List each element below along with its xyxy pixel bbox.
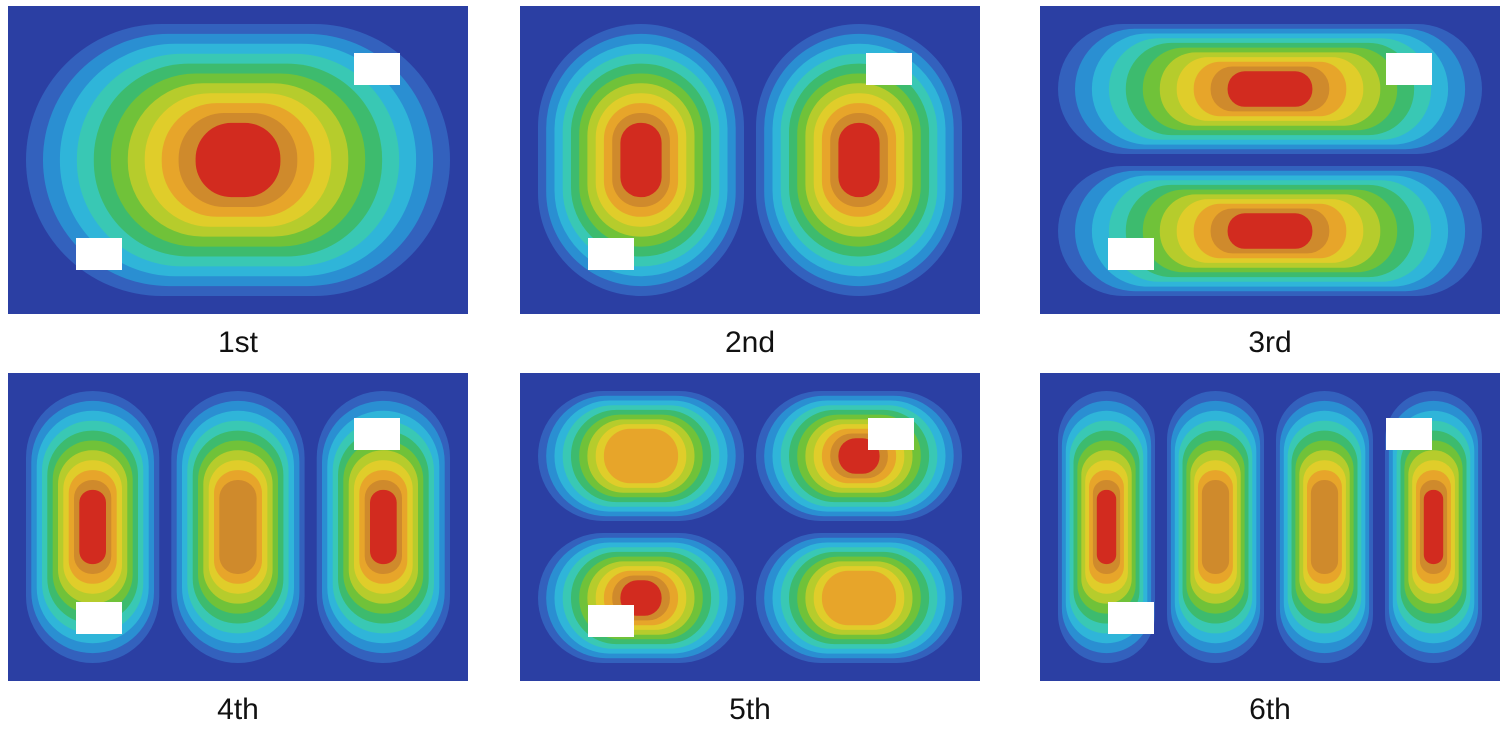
sensor-marker-top (354, 418, 400, 450)
antinode-lobe (26, 391, 160, 663)
mode-panel-1 (8, 6, 468, 314)
antinode-lobe (538, 24, 744, 296)
contour-level (1423, 489, 1444, 565)
antinode-lobe (538, 533, 744, 663)
antinode-lobe (1385, 391, 1482, 663)
mode-shape-plot-1 (8, 6, 468, 314)
antinode-lobe (1167, 391, 1264, 663)
contour-level (821, 570, 897, 626)
mode-shape-plot-2 (520, 6, 980, 314)
mode-panel-2 (520, 6, 980, 314)
antinode-lobe (1276, 391, 1373, 663)
mode-shape-plot-3 (1040, 6, 1500, 314)
mode-label: 1st (217, 326, 259, 359)
mode-panel-3 (1040, 6, 1500, 314)
antinode-lobe (538, 391, 744, 521)
mode-panel-6 (1040, 373, 1500, 681)
sensor-marker-bottom (76, 238, 122, 270)
sensor-marker-bottom (588, 238, 634, 270)
antinode-lobe (756, 391, 962, 521)
sensor-marker-bottom (1108, 602, 1154, 634)
sensor-marker-top (1386, 418, 1432, 450)
antinode-lobe (756, 24, 962, 296)
sensor-marker-bottom (588, 605, 634, 637)
mode-shape-plot-5 (520, 373, 980, 681)
antinode-lobe (1058, 391, 1155, 663)
mode-label: 6th (1249, 693, 1291, 726)
antinode-lobe (1058, 24, 1482, 154)
contour-level (603, 428, 679, 484)
mode-panel-4 (8, 373, 468, 681)
mode-label: 3rd (1248, 326, 1292, 359)
contour-level (370, 489, 397, 565)
contour-level (1310, 480, 1339, 574)
antinode-lobe (171, 391, 305, 663)
mode-label: 4th (217, 693, 259, 726)
mode-shape-plot-6 (1040, 373, 1500, 681)
contour-level (1201, 480, 1230, 574)
contour-level (195, 122, 281, 198)
antinode-lobe (756, 533, 962, 663)
antinode-lobe (26, 24, 450, 296)
sensor-marker-top (1386, 53, 1432, 85)
contour-level (1096, 489, 1117, 565)
sensor-marker-bottom (1108, 238, 1154, 270)
mode-label: 2nd (724, 326, 776, 359)
contour-level (79, 489, 106, 565)
mode-label: 5th (729, 693, 771, 726)
sensor-marker-top (866, 53, 912, 85)
mode-shape-plot-4 (8, 373, 468, 681)
contour-level (1227, 71, 1313, 107)
antinode-lobe (1058, 166, 1482, 296)
contour-level (620, 122, 662, 198)
sensor-marker-bottom (76, 602, 122, 634)
sensor-marker-top (354, 53, 400, 85)
contour-level (219, 480, 257, 574)
mode-panel-5 (520, 373, 980, 681)
antinode-lobe (316, 391, 450, 663)
sensor-marker-top (868, 418, 914, 450)
contour-level (838, 122, 880, 198)
contour-level (1227, 213, 1313, 249)
